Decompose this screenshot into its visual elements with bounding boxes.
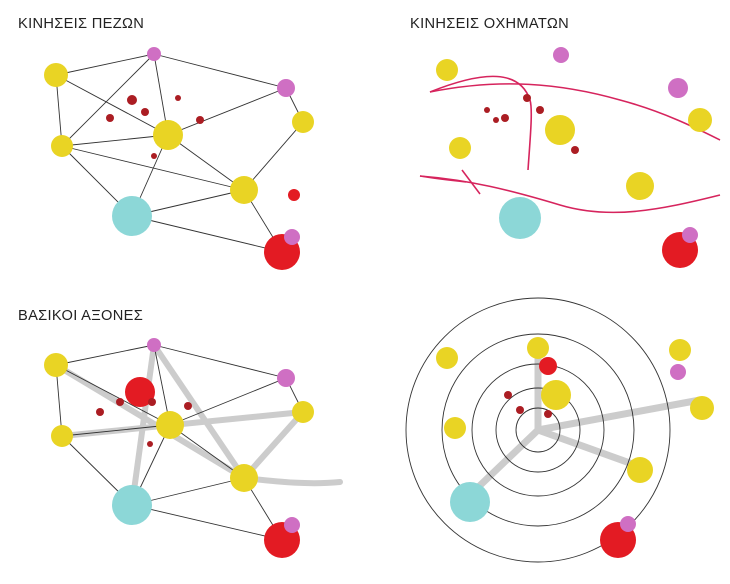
edge [132, 216, 282, 252]
node [688, 108, 712, 132]
node [96, 408, 104, 416]
node [450, 482, 490, 522]
node [277, 79, 295, 97]
route [420, 176, 466, 182]
node [523, 94, 531, 102]
edge [62, 54, 154, 146]
edge [56, 54, 154, 75]
node [44, 353, 68, 377]
node [175, 95, 181, 101]
node [292, 111, 314, 133]
edge [168, 88, 286, 135]
node [627, 457, 653, 483]
node [116, 398, 124, 406]
node [277, 369, 295, 387]
panel-top-left-network [44, 47, 314, 270]
node [51, 135, 73, 157]
diagram-canvas [0, 0, 730, 584]
panel-bottom-left-axes [44, 338, 340, 558]
edge [56, 75, 168, 135]
node [127, 95, 137, 105]
node [620, 516, 636, 532]
node [499, 197, 541, 239]
edge [62, 135, 168, 146]
node [288, 189, 300, 201]
panel-bottom-right-radial [406, 298, 714, 562]
node [668, 78, 688, 98]
node [436, 59, 458, 81]
node [230, 176, 258, 204]
node [690, 396, 714, 420]
node [626, 172, 654, 200]
node [484, 107, 490, 113]
node [670, 364, 686, 380]
node [292, 401, 314, 423]
edge [132, 505, 282, 540]
node [284, 517, 300, 533]
edge [56, 345, 154, 365]
node [147, 441, 153, 447]
node [112, 485, 152, 525]
node [545, 115, 575, 145]
node [669, 339, 691, 361]
node [151, 153, 157, 159]
node [147, 47, 161, 61]
node [682, 227, 698, 243]
node [449, 137, 471, 159]
node [284, 229, 300, 245]
node [539, 357, 557, 375]
node [112, 196, 152, 236]
node [148, 398, 156, 406]
node [553, 47, 569, 63]
node [156, 411, 184, 439]
node [196, 116, 204, 124]
page: ΚΙΝΗΣΕΙΣ ΠΕΖΩΝ ΚΙΝΗΣΕΙΣ ΟΧΗΜΑΤΩΝ ΒΑΣΙΚΟΙ… [0, 0, 730, 584]
node [527, 337, 549, 359]
node [501, 114, 509, 122]
route [430, 76, 531, 170]
node [141, 108, 149, 116]
node [541, 380, 571, 410]
node [536, 106, 544, 114]
node [493, 117, 499, 123]
edge [62, 425, 170, 436]
node [51, 425, 73, 447]
node [516, 406, 524, 414]
spoke [538, 430, 638, 466]
node [230, 464, 258, 492]
node [106, 114, 114, 122]
node [147, 338, 161, 352]
node [544, 410, 552, 418]
node [444, 417, 466, 439]
node [504, 391, 512, 399]
node [571, 146, 579, 154]
axis-edge [244, 478, 340, 483]
node [184, 402, 192, 410]
node [44, 63, 68, 87]
edge [154, 54, 286, 88]
node [153, 120, 183, 150]
node [436, 347, 458, 369]
panel-top-right-flowmap [420, 47, 720, 268]
